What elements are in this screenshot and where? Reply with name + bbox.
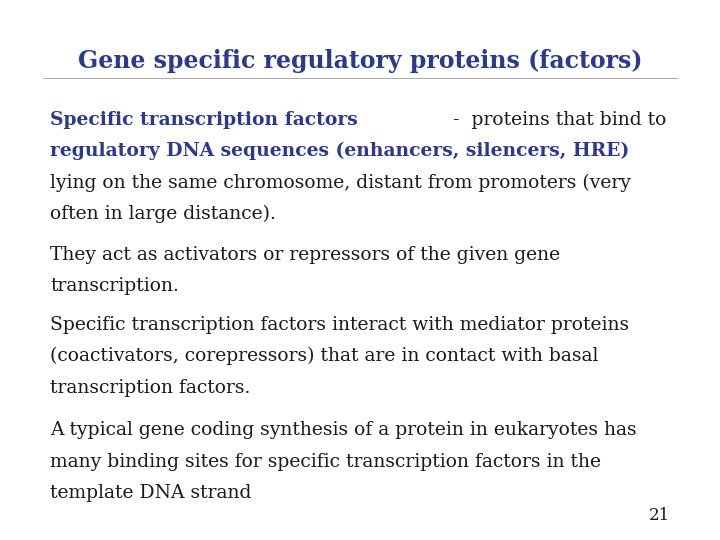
- Text: regulatory DNA sequences (enhancers, silencers, HRE): regulatory DNA sequences (enhancers, sil…: [50, 142, 630, 160]
- Text: many binding sites for specific transcription factors in the: many binding sites for specific transcri…: [50, 453, 601, 470]
- Text: lying on the same chromosome, distant from promoters (very: lying on the same chromosome, distant fr…: [50, 173, 631, 192]
- Text: They act as activators or repressors of the given gene: They act as activators or repressors of …: [50, 246, 561, 264]
- Text: -  proteins that bind to: - proteins that bind to: [448, 111, 673, 129]
- Text: A typical gene coding synthesis of a protein in eukaryotes has: A typical gene coding synthesis of a pro…: [50, 421, 637, 439]
- Text: 21: 21: [648, 507, 670, 524]
- Text: transcription factors.: transcription factors.: [50, 379, 251, 396]
- Text: (coactivators, corepressors) that are in contact with basal: (coactivators, corepressors) that are in…: [50, 347, 599, 366]
- Text: Specific transcription factors interact with mediator proteins: Specific transcription factors interact …: [50, 316, 629, 334]
- Text: transcription.: transcription.: [50, 277, 179, 295]
- Text: template DNA strand: template DNA strand: [50, 484, 252, 502]
- Text: often in large distance).: often in large distance).: [50, 205, 276, 223]
- Text: Gene specific regulatory proteins (factors): Gene specific regulatory proteins (facto…: [78, 49, 642, 72]
- Text: Specific transcription factors: Specific transcription factors: [50, 111, 358, 129]
